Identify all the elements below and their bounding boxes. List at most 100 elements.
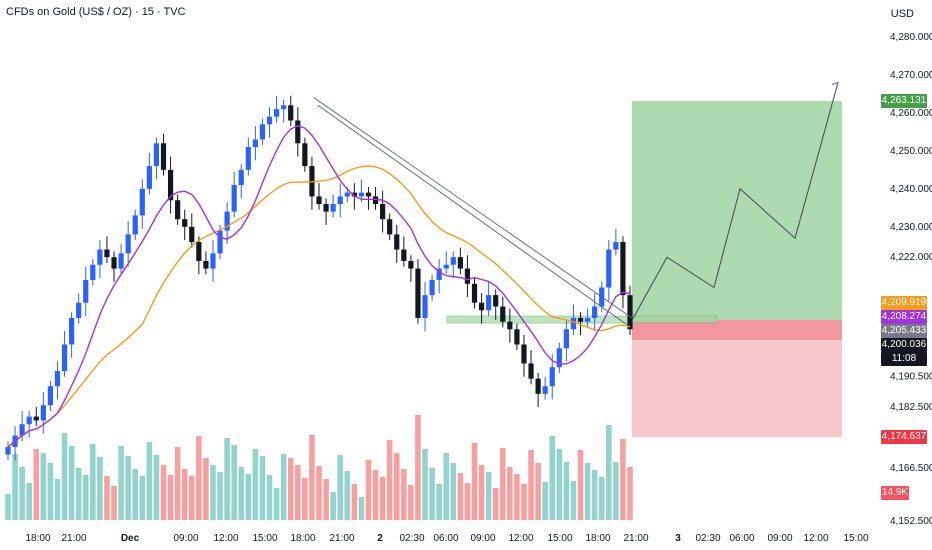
candle-body <box>577 317 584 322</box>
stop-zone-near <box>632 320 842 341</box>
candle-body <box>189 226 195 242</box>
volume-bar <box>521 484 527 520</box>
volume-bar <box>365 460 372 520</box>
candle-body <box>535 378 541 394</box>
volume-bar <box>457 473 464 520</box>
candle-body <box>167 169 174 201</box>
time-axis[interactable]: 18:00 21:00 Dec 09:00 12:00 15:00 18:00 21:00 2 0… <box>25 533 868 544</box>
position-zones[interactable] <box>446 101 842 437</box>
volume-bar <box>196 436 202 520</box>
candle-body <box>182 219 188 227</box>
price-tick-label: 4,230.000 <box>890 222 932 233</box>
volume-bar <box>12 454 18 520</box>
volume-bar <box>450 463 457 520</box>
time-tick-label: 15:00 <box>547 533 572 544</box>
volume-bar <box>330 492 336 520</box>
candle-body <box>408 260 414 269</box>
candle-body <box>33 416 39 421</box>
time-tick-label: 21:00 <box>329 533 354 544</box>
volume-bar <box>429 468 435 520</box>
candle-body <box>486 295 492 311</box>
volume-bar <box>238 467 245 520</box>
volume-bar <box>443 453 450 520</box>
volume-bar <box>309 435 315 520</box>
candlesticks <box>5 95 633 461</box>
candle-body <box>464 268 471 284</box>
candle-body <box>627 295 633 330</box>
candle-body <box>118 253 124 269</box>
candle-body <box>40 405 46 421</box>
volume-bar <box>33 449 40 520</box>
candle-body <box>273 109 280 117</box>
time-tick-label: 18:00 <box>25 533 50 544</box>
volume-bar <box>104 476 110 520</box>
volume-bar <box>118 446 124 520</box>
candle-body <box>252 139 258 148</box>
volume-bar <box>302 478 308 520</box>
candle-body <box>401 249 407 261</box>
candle-body <box>365 192 372 197</box>
volume-bar <box>422 449 428 520</box>
time-tick-label: 02:30 <box>695 533 720 544</box>
time-tick-label: 02:30 <box>399 533 424 544</box>
drawings[interactable] <box>313 81 839 326</box>
volume-bar <box>181 469 188 520</box>
candle-body <box>450 257 456 265</box>
candle-body <box>54 371 61 387</box>
volume-bar <box>591 470 598 520</box>
moving-averages <box>7 124 631 448</box>
candle-body <box>549 367 555 387</box>
volume-bar <box>577 450 584 520</box>
volume-bar <box>153 455 160 520</box>
time-tick-label: 21:00 <box>61 533 86 544</box>
candle-body <box>210 253 216 269</box>
candle-body <box>196 241 202 261</box>
candle-body <box>613 241 619 250</box>
time-tick-label: 12:00 <box>803 533 828 544</box>
candle-body <box>422 295 428 318</box>
volume-bar <box>146 442 153 520</box>
candle-body <box>111 257 117 269</box>
price-tick-label: 4,250.000 <box>890 146 932 157</box>
price-axis[interactable]: 4,280.000 4,270.000 4,260.000 4,250.000 4,24… <box>890 32 932 527</box>
volume-bar <box>47 463 54 520</box>
price-tick-label: 4,260.000 <box>890 108 932 119</box>
volume-bar <box>174 447 181 520</box>
volume-bar <box>68 446 75 520</box>
projection-path <box>631 82 839 321</box>
time-tick-label: 2 <box>377 533 383 544</box>
candle-body <box>61 344 68 372</box>
price-tag: 4,174.637 <box>881 429 927 444</box>
price-tag: 4,209.919 <box>881 296 927 311</box>
candle-body <box>380 204 386 220</box>
candle-body <box>528 363 534 379</box>
candle-body <box>592 306 598 318</box>
candle-body <box>606 249 612 288</box>
volume-bar <box>415 415 421 520</box>
candle-body <box>372 196 379 205</box>
price-tag: 11:08 <box>881 352 927 367</box>
candle-body <box>19 424 25 436</box>
ma-fast-line <box>7 124 631 448</box>
candle-body <box>231 185 237 212</box>
price-tag: 14.9K <box>881 486 909 500</box>
time-tick-label: 15:00 <box>843 533 868 544</box>
candle-body <box>47 386 54 406</box>
volume-bar <box>499 448 506 520</box>
candle-body <box>104 249 110 258</box>
candle-body <box>132 215 138 235</box>
volume-bar <box>245 474 252 520</box>
candle-body <box>471 283 478 303</box>
candle-body <box>26 416 32 425</box>
volume-bar <box>436 484 442 520</box>
candle-body <box>514 329 520 345</box>
volume-bar <box>280 454 287 520</box>
volume-bar <box>82 475 89 520</box>
price-tag: 4,263.131 <box>881 94 927 109</box>
candle-body <box>90 264 96 280</box>
time-tick-label: Dec <box>121 533 140 544</box>
volume-bar <box>401 469 407 520</box>
volume-bar <box>358 497 365 520</box>
volume-bar <box>266 475 273 520</box>
